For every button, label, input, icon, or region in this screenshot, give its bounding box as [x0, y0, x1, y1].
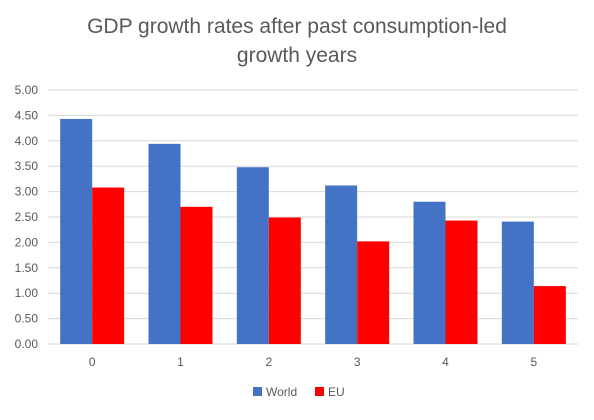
bar-eu-5: [533, 286, 566, 344]
y-tick-label: 0.00: [15, 337, 39, 351]
axes: 0.00 0.50 1.00 1.50 2.00 2.50 3.00 3.50 4.00 4.50…: [15, 83, 538, 369]
y-tick-label: 3.50: [15, 159, 39, 173]
legend-swatch-eu: [315, 387, 324, 396]
y-tick-label: 0.50: [15, 312, 39, 326]
y-tick-label: 2.00: [15, 235, 39, 249]
y-tick-label: 1.50: [15, 261, 39, 275]
x-tick-label: 5: [530, 355, 537, 369]
x-tick-label: 3: [354, 355, 361, 369]
bar-eu-1: [180, 206, 213, 344]
bar-world-3: [325, 185, 358, 344]
bar-world-0: [60, 118, 93, 345]
x-tick-label: 1: [177, 355, 184, 369]
y-tick-label: 3.00: [15, 185, 39, 199]
chart-title-line-1: GDP growth rates after past consumption-…: [87, 15, 507, 38]
bar-eu-3: [357, 241, 390, 344]
bar-world-2: [236, 167, 269, 344]
bars: [60, 118, 566, 345]
x-tick-label: 4: [442, 355, 449, 369]
bar-world-5: [501, 221, 534, 344]
x-tick-label: 0: [89, 355, 96, 369]
legend-label-world: World: [266, 385, 297, 399]
y-tick-label: 4.50: [15, 108, 39, 122]
y-tick-label: 1.00: [15, 286, 39, 300]
bar-world-1: [148, 143, 181, 344]
legend: World EU: [253, 385, 345, 399]
chart-title-line-2: growth years: [236, 44, 358, 67]
bar-world-4: [413, 201, 446, 344]
gridlines: [48, 89, 578, 345]
bar-eu-2: [268, 217, 301, 344]
bar-eu-4: [445, 220, 478, 344]
y-tick-label: 4.00: [15, 134, 39, 148]
bar-eu-0: [92, 187, 125, 344]
legend-label-eu: EU: [328, 385, 345, 399]
x-tick-label: 2: [265, 355, 272, 369]
y-tick-label: 5.00: [15, 83, 39, 97]
chart-title: GDP growth rates after past consumption-…: [0, 12, 594, 70]
y-tick-label: 2.50: [15, 210, 39, 224]
legend-swatch-world: [253, 387, 262, 396]
